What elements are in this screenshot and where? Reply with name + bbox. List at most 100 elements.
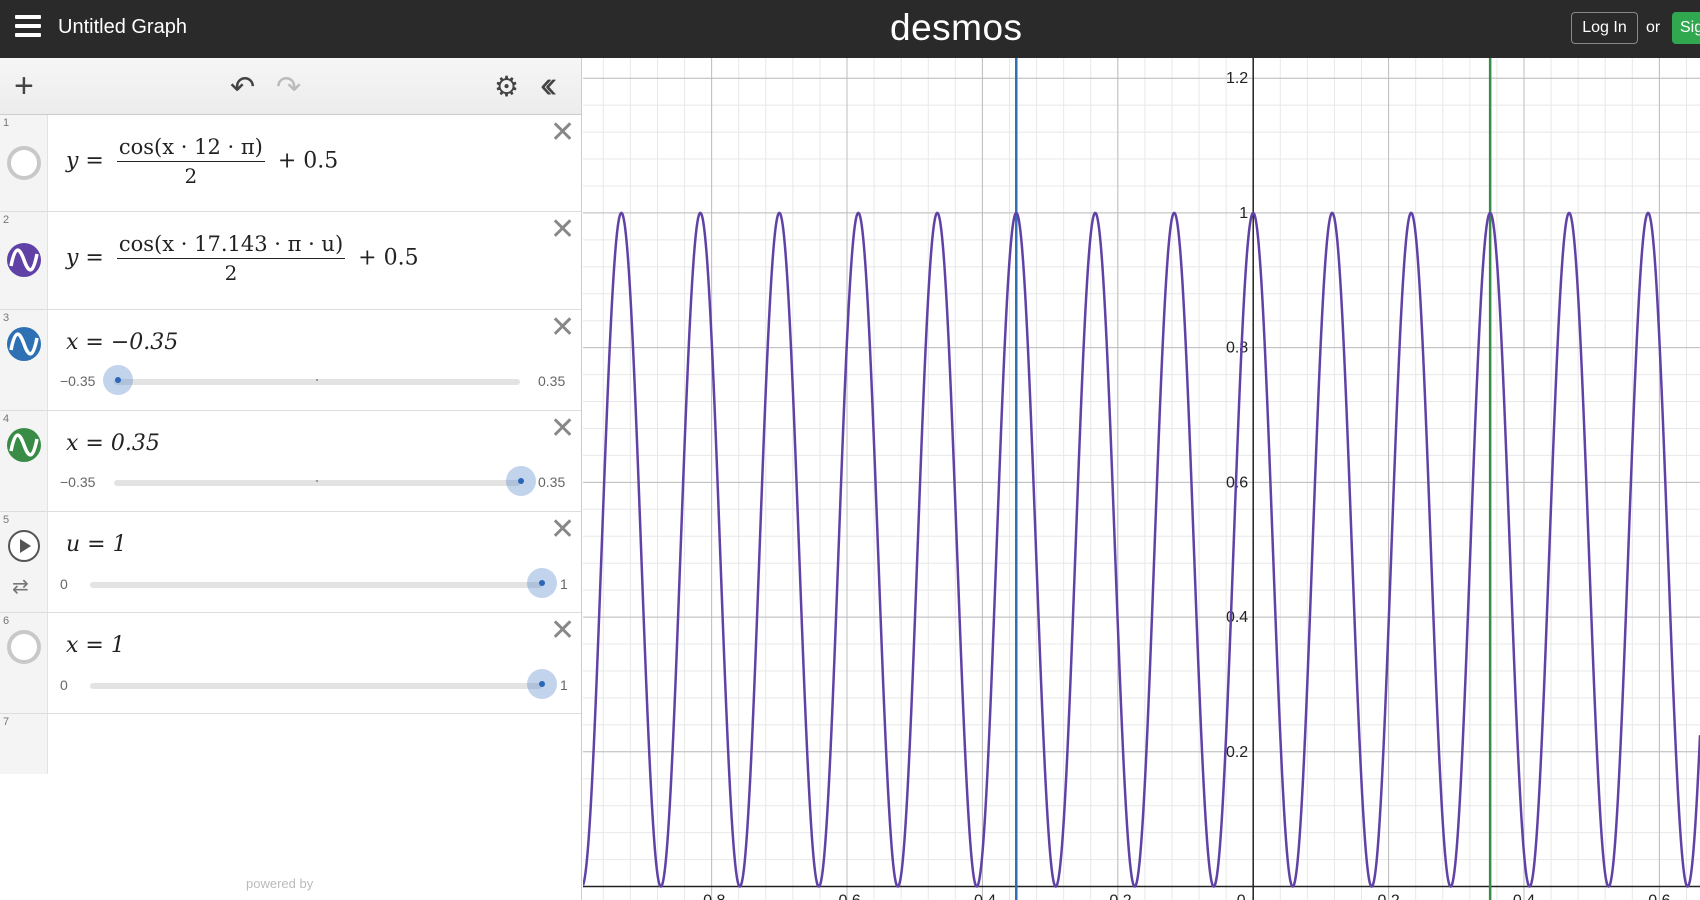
expression-math[interactable]: x = −0.35: [66, 330, 178, 355]
slider-max-label: 1: [560, 576, 568, 592]
y-tick-label: 0.4: [1226, 609, 1248, 626]
signup-button[interactable]: Sign Up: [1672, 12, 1700, 44]
y-tick-label: 1: [1239, 205, 1248, 222]
expression-gutter: 5 ⇄: [0, 512, 48, 612]
expression-index: 1: [3, 117, 10, 129]
wave-icon[interactable]: [6, 427, 42, 463]
expression-gutter: 4: [0, 411, 48, 511]
expression-index: 7: [3, 716, 10, 728]
circle-icon[interactable]: [6, 145, 42, 181]
close-icon[interactable]: ✕: [550, 311, 576, 344]
expression-math[interactable]: x = 0.35: [66, 431, 160, 456]
expression-index: 2: [3, 214, 10, 226]
expression-math[interactable]: u = 1: [66, 532, 127, 557]
plus-icon[interactable]: +: [14, 67, 34, 105]
expression-text: x = −0.35: [66, 330, 179, 355]
value-slider[interactable]: 0 1: [58, 568, 568, 598]
x-tick-label: -0.6: [833, 893, 861, 900]
slider-max-label: 1: [560, 677, 568, 693]
y-tick-label: 1.2: [1226, 70, 1248, 87]
y-tick-label: 0.8: [1226, 340, 1248, 357]
gear-icon[interactable]: ⚙: [494, 71, 520, 102]
expression-gutter: 3: [0, 310, 48, 410]
expression-lhs: y =: [66, 148, 104, 174]
slider-track[interactable]: [90, 582, 542, 588]
x-tick-label: 0.6: [1648, 893, 1670, 900]
x-tick-label: 0.2: [1377, 893, 1399, 900]
slider-min-label: 0: [60, 576, 68, 592]
expression-item[interactable]: 4 x = 0.35 −0.35 0.35 ✕: [0, 411, 581, 512]
or-text: or: [1646, 19, 1661, 36]
expression-gutter: 6: [0, 613, 48, 713]
undo-icon[interactable]: ↶: [230, 71, 256, 104]
slider-min-label: −0.35: [60, 474, 96, 490]
slider-max-label: 0.35: [538, 373, 566, 389]
x-tick-label: 0.4: [1513, 893, 1535, 900]
slider-track[interactable]: [114, 379, 520, 385]
loop-icon[interactable]: ⇄: [12, 576, 29, 598]
close-icon[interactable]: ✕: [550, 614, 576, 647]
login-button[interactable]: Log In: [1571, 12, 1638, 44]
expression-gutter: 1: [0, 115, 48, 211]
expression-list: 1 y = cos(x · 12 · π) 2 + 0.5 ✕ 2 y =: [0, 115, 581, 774]
expression-item[interactable]: 2 y = cos(x · 17.143 · π · u) 2 + 0.5 ✕: [0, 212, 581, 310]
expression-math[interactable]: y = cos(x · 17.143 · π · u) 2 + 0.5: [66, 232, 419, 285]
slider-handle[interactable]: [527, 669, 557, 699]
value-slider[interactable]: −0.35 0.35: [58, 466, 568, 496]
y-tick-label: 0.2: [1226, 744, 1248, 761]
slider-handle[interactable]: [103, 365, 133, 395]
powered-by-text: powered by: [246, 876, 314, 891]
close-icon[interactable]: ✕: [550, 412, 576, 445]
slider-min-label: −0.35: [60, 373, 96, 389]
expression-index: 4: [3, 413, 10, 425]
expression-tail: + 0.5: [358, 245, 419, 271]
expression-item[interactable]: 1 y = cos(x · 12 · π) 2 + 0.5 ✕: [0, 115, 581, 212]
cosine-curve: [583, 211, 1700, 888]
expression-gutter: 2: [0, 212, 48, 309]
close-icon[interactable]: ✕: [550, 116, 576, 149]
new-expression-item[interactable]: 7: [0, 714, 581, 774]
slider-min-label: 0: [60, 677, 68, 693]
expression-index: 6: [3, 615, 10, 627]
graph-svg[interactable]: -0.8-0.6-0.4-0.200.20.40.60.20.40.60.811…: [583, 58, 1700, 900]
slider-handle[interactable]: [506, 466, 536, 496]
redo-icon[interactable]: ↷: [276, 71, 302, 104]
top-header: Untitled Graph desmos Log In or Sign Up: [0, 0, 1700, 58]
fraction-denominator: 2: [224, 261, 238, 285]
x-tick-label: -0.2: [1104, 893, 1132, 900]
x-tick-label: 0: [1237, 893, 1246, 900]
slider-handle[interactable]: [527, 568, 557, 598]
expression-index: 5: [3, 514, 10, 526]
slider-track[interactable]: [90, 683, 542, 689]
desmos-logo: desmos: [890, 7, 1023, 48]
expression-text: x = 0.35: [66, 431, 160, 456]
double-chevron-left-icon[interactable]: ‹‹: [540, 64, 558, 106]
wave-icon[interactable]: [6, 242, 42, 278]
hamburger-icon[interactable]: [15, 15, 41, 39]
fraction-denominator: 2: [184, 164, 198, 188]
graph-canvas[interactable]: -0.8-0.6-0.4-0.200.20.40.60.20.40.60.811…: [583, 58, 1700, 900]
value-slider[interactable]: −0.35 0.35: [58, 365, 568, 395]
expression-math[interactable]: y = cos(x · 12 · π) 2 + 0.5: [66, 135, 338, 188]
expression-tail: + 0.5: [277, 148, 339, 174]
close-icon[interactable]: ✕: [550, 513, 576, 546]
expression-index: 3: [3, 312, 10, 324]
expression-gutter: 7: [0, 714, 48, 774]
fraction-numerator: cos(x · 12 · π): [116, 135, 265, 162]
expression-math[interactable]: x = 1: [66, 633, 125, 658]
expression-item[interactable]: 3 x = −0.35 −0.35 0.35 ✕: [0, 310, 581, 411]
fraction-numerator: cos(x · 17.143 · π · u): [116, 232, 346, 259]
value-slider[interactable]: 0 1: [58, 669, 568, 699]
expression-toolbar: + ↶ ↷ ⚙ ‹‹: [0, 58, 581, 115]
slider-track[interactable]: [114, 480, 520, 486]
wave-icon[interactable]: [6, 326, 42, 362]
expression-item[interactable]: 5 ⇄ u = 1 0 1 ✕: [0, 512, 581, 613]
graph-title[interactable]: Untitled Graph: [58, 16, 187, 38]
play-icon[interactable]: [6, 528, 42, 564]
circle-icon[interactable]: [6, 629, 42, 665]
slider-max-label: 0.35: [538, 474, 566, 490]
close-icon[interactable]: ✕: [550, 213, 576, 246]
x-tick-label: -0.8: [698, 893, 726, 900]
expression-panel: + ↶ ↷ ⚙ ‹‹ 1 y = cos(x · 12 · π) 2 + 0.5 …: [0, 58, 582, 900]
expression-item[interactable]: 6 x = 1 0 1 ✕: [0, 613, 581, 714]
